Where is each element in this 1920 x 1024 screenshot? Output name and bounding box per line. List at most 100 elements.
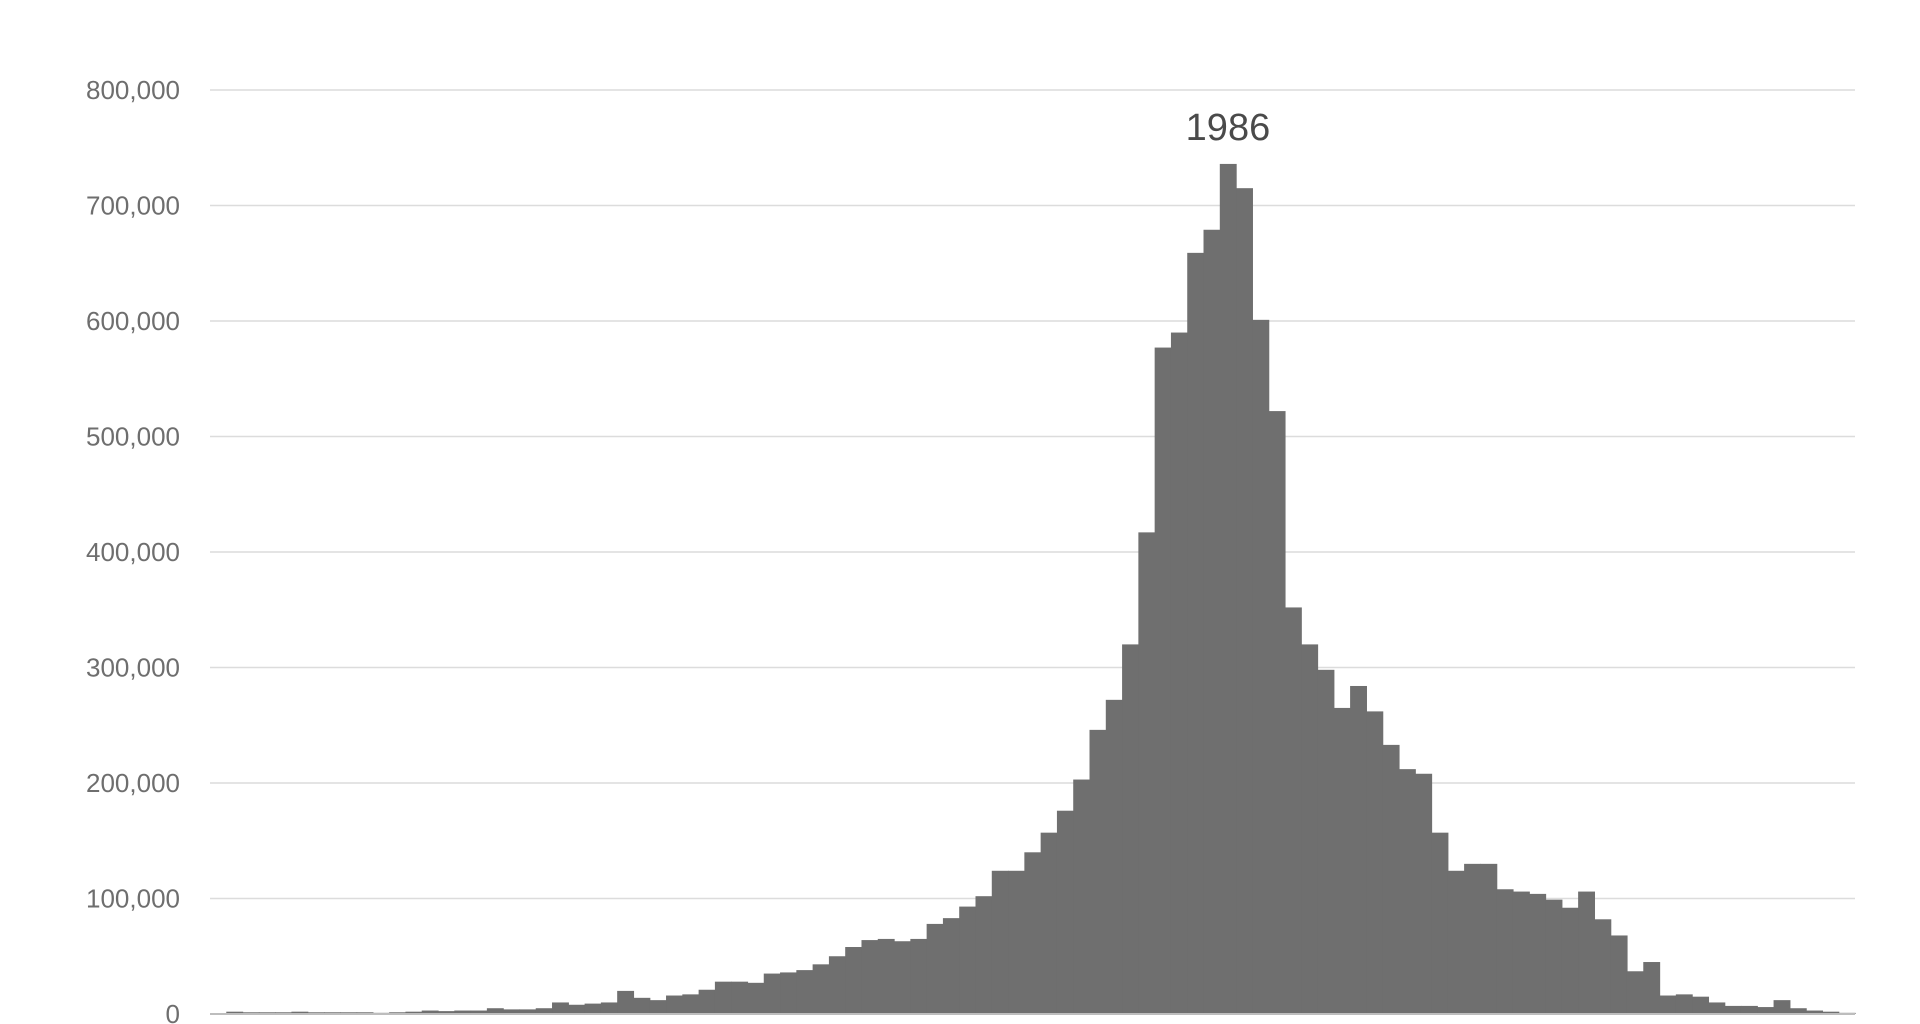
histogram-bar [1415,773,1433,1014]
histogram-bar [1512,891,1530,1014]
histogram-bar [470,1010,488,1014]
y-tick-label: 500,000 [86,422,180,452]
y-tick-label: 700,000 [86,191,180,221]
histogram-bar [1675,994,1693,1014]
histogram-bar [519,1009,537,1014]
histogram-bar [1496,889,1514,1014]
histogram-bar [1366,711,1384,1014]
histogram-bar [1724,1005,1742,1014]
histogram-bar [1626,971,1644,1014]
histogram-bar [942,918,960,1014]
y-tick-label: 600,000 [86,306,180,336]
histogram-bar [1822,1011,1840,1014]
histogram-bar [747,982,765,1014]
histogram-bar [1480,863,1498,1014]
histogram-bar [1398,769,1416,1014]
histogram-bar [1447,870,1465,1014]
histogram-bar [959,906,977,1014]
bars [226,163,1856,1015]
histogram-bar [877,938,895,1014]
histogram-bar [1692,996,1710,1014]
histogram-bar [1757,1007,1775,1014]
histogram-bar [226,1011,244,1014]
histogram-bar [1806,1010,1824,1014]
histogram-bar [763,973,781,1014]
histogram-bar [1610,935,1628,1014]
histogram-bar [552,1002,569,1014]
histogram-bar [568,1004,586,1014]
histogram-bar [1659,995,1677,1014]
y-axis-tick-labels: 0 100,000 200,000 300,000 400,000 500,000 600,… [86,75,180,1024]
histogram-bar [714,981,732,1014]
histogram-bar [617,990,635,1014]
histogram-bar [1773,1000,1791,1014]
histogram-bar [486,1008,504,1014]
histogram-bar [649,1000,667,1014]
histogram-bar [1122,644,1139,1014]
histogram-bar [1431,832,1449,1014]
histogram-bar [1236,188,1253,1015]
histogram-bar [503,1009,521,1014]
histogram-bar [910,938,928,1014]
y-tick-label: 400,000 [86,537,180,567]
histogram-bar [1268,411,1286,1015]
histogram-bar [1284,607,1302,1014]
histogram-bar [796,970,814,1014]
peak-annotation-label: 1986 [1186,107,1271,149]
histogram-bar [600,1002,618,1014]
histogram-bar [1561,907,1579,1014]
histogram-bar [1301,644,1319,1014]
histogram-bar [1105,699,1123,1014]
histogram-bar [1350,685,1367,1014]
histogram-bar [812,964,830,1014]
histogram-bar [633,997,651,1014]
histogram-bar [926,923,944,1014]
histogram-bar [1138,532,1156,1014]
y-tick-label: 800,000 [86,75,180,105]
histogram-bar [1464,863,1481,1014]
histogram-bar [1008,870,1025,1014]
histogram-bar [1040,832,1058,1014]
histogram-bar [1578,891,1596,1014]
histogram-bar [682,994,700,1014]
histogram-bar [975,896,993,1014]
histogram-bar [828,956,846,1014]
histogram-bar [454,1010,472,1014]
histogram-bar [1333,707,1351,1014]
histogram-bar [845,947,863,1014]
histogram-bar [1789,1008,1807,1014]
histogram-bar [1252,319,1270,1015]
histogram-bar [1203,229,1221,1014]
histogram-bar [1056,810,1074,1014]
histogram-bar [1073,779,1091,1014]
histogram-bar [1187,252,1205,1015]
histogram-bar [1740,1005,1758,1014]
y-tick-label: 200,000 [86,768,180,798]
histogram-bar [1219,163,1237,1015]
histogram-bar [698,989,716,1014]
histogram-bar [421,1010,439,1014]
gridlines [210,89,1855,900]
histogram-bar [291,1011,309,1014]
histogram-bar [405,1011,423,1014]
histogram-bar [1089,729,1107,1014]
histogram-bar [584,1003,602,1014]
histogram-bar [1545,899,1563,1014]
histogram-bar [1154,347,1172,1014]
y-tick-label: 100,000 [86,884,180,914]
histogram-bar [1024,852,1042,1014]
histogram-bar [1594,919,1612,1014]
histogram-bar [991,870,1009,1014]
histogram-bar [894,941,911,1014]
y-tick-label: 0 [166,999,180,1024]
histogram-bar [438,1011,455,1014]
histogram-bar [1529,893,1547,1014]
histogram-bar [731,981,749,1014]
histogram-bar [861,940,879,1014]
histogram-bar [1708,1002,1726,1014]
histogram-bar [535,1008,553,1014]
histogram-bar [1382,744,1400,1014]
histogram-bar [666,995,683,1014]
histogram-bar [780,972,797,1014]
